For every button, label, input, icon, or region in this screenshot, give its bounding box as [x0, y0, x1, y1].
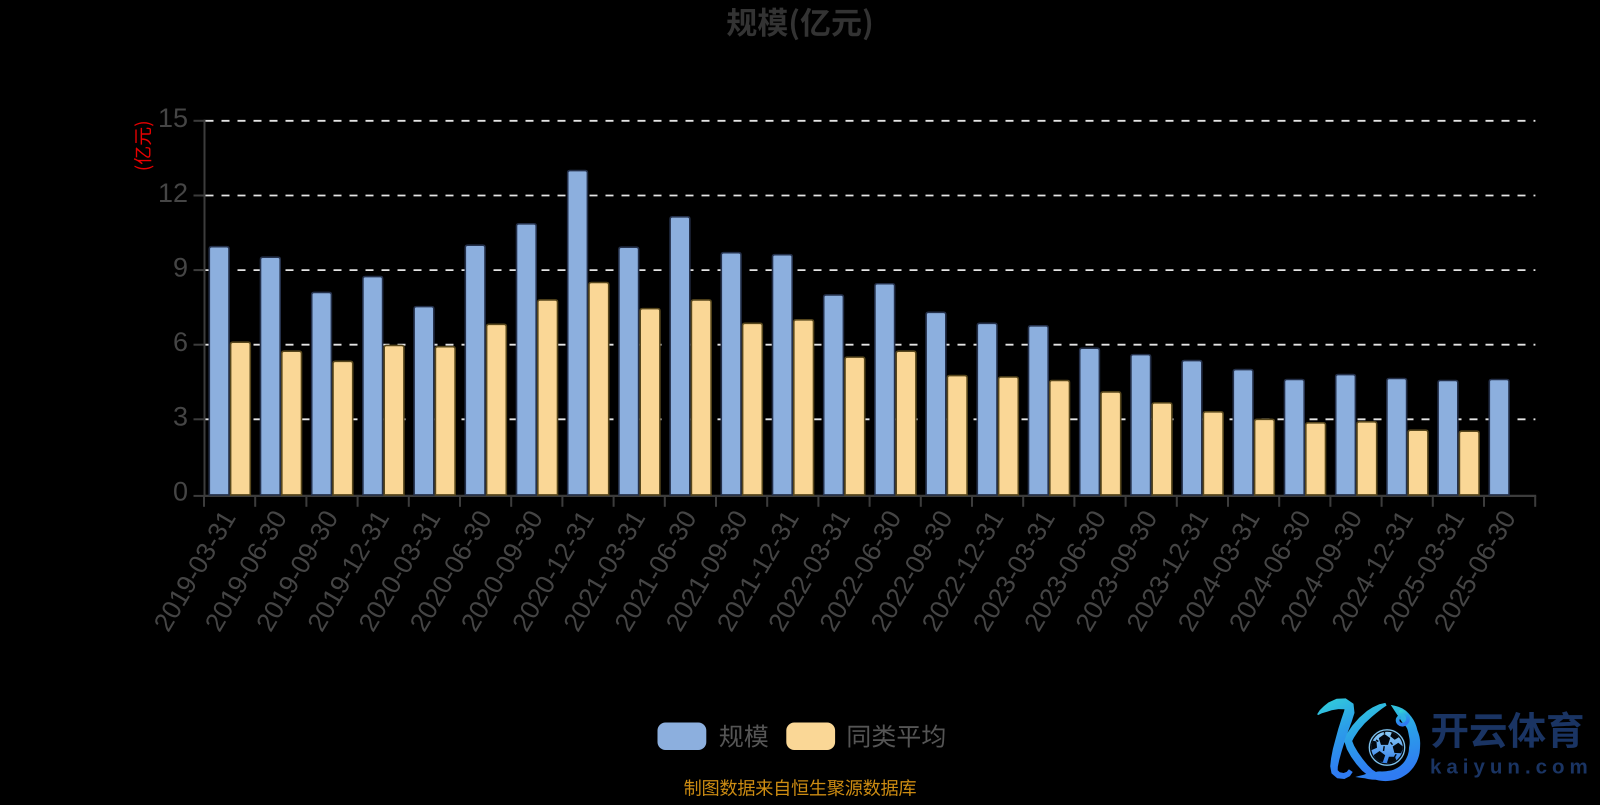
svg-text:3: 3 [173, 402, 188, 432]
svg-text:0: 0 [173, 476, 188, 506]
svg-text:12: 12 [158, 178, 188, 208]
svg-text:9: 9 [173, 253, 188, 283]
svg-text:6: 6 [173, 327, 188, 357]
svg-text:15: 15 [158, 103, 188, 133]
svg-text:kaiyun.com: kaiyun.com [1430, 756, 1593, 779]
